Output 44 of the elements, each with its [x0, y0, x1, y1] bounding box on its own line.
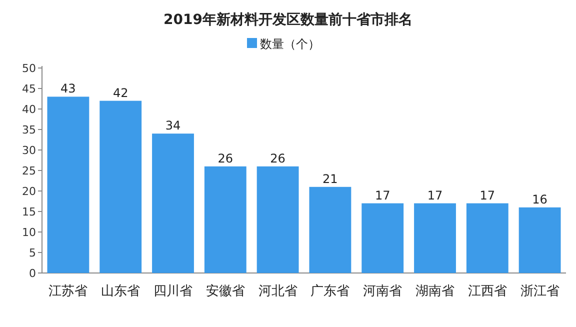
bar — [518, 207, 561, 273]
y-tick-label: 5 — [29, 246, 36, 260]
x-tick-label: 河北省 — [258, 284, 298, 299]
data-label: 34 — [165, 118, 181, 133]
y-tick-label: 25 — [22, 164, 36, 178]
y-tick-label: 15 — [22, 206, 36, 218]
data-label: 16 — [532, 192, 548, 206]
y-tick-label: 50 — [22, 62, 36, 75]
x-tick-label: 广东省 — [310, 284, 350, 299]
bar — [466, 203, 508, 273]
legend: 数量（个） — [247, 37, 320, 51]
data-label: 43 — [60, 82, 76, 96]
bar — [47, 96, 90, 273]
data-label: 17 — [480, 188, 496, 202]
y-tick-label: 20 — [22, 185, 36, 198]
bar — [362, 203, 404, 273]
bar — [204, 166, 246, 273]
data-label: 26 — [270, 151, 286, 166]
y-tick-label: 0 — [29, 267, 36, 280]
x-tick-label: 安徽省 — [206, 283, 245, 299]
bar — [256, 166, 299, 273]
y-tick-label: 30 — [22, 144, 36, 157]
data-label: 21 — [322, 172, 338, 186]
y-tick-label: 40 — [22, 103, 36, 116]
x-tick-label: 四川省 — [154, 284, 192, 299]
data-label: 42 — [112, 86, 128, 100]
bar — [414, 203, 456, 273]
y-tick-label: 45 — [22, 82, 36, 96]
y-tick-label: 35 — [22, 124, 36, 136]
data-label: 17 — [374, 188, 390, 202]
bar — [100, 100, 142, 273]
x-tick-label: 浙江省 — [520, 284, 560, 299]
x-tick-label: 江苏省 — [48, 284, 88, 299]
data-label: 17 — [427, 188, 443, 202]
x-tick-label: 山东省 — [101, 284, 140, 299]
legend-label: 数量（个） — [260, 37, 320, 51]
x-tick-label: 湖南省 — [416, 284, 454, 299]
chart-title: 2019年新材料开发区数量前十省市排名 — [164, 11, 412, 28]
x-tick-label: 河南省 — [363, 284, 402, 299]
y-tick-label: 10 — [22, 226, 36, 239]
bar — [152, 134, 194, 273]
bar — [309, 186, 352, 273]
x-tick-label: 江西省 — [468, 284, 507, 299]
data-label: 26 — [218, 151, 234, 166]
